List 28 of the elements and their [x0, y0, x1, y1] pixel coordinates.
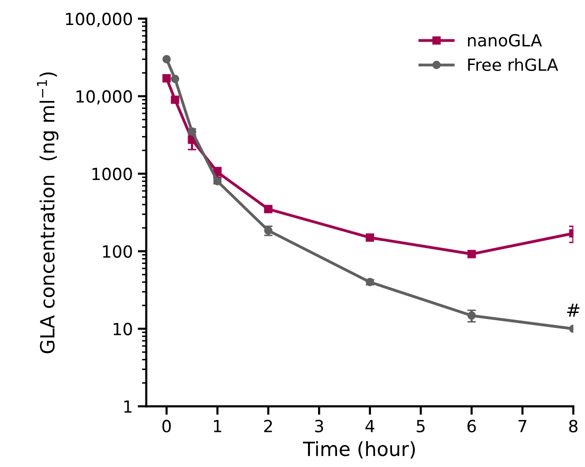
- legend-label: nanoGLA: [468, 34, 542, 47]
- annotation: #: [567, 304, 580, 317]
- x-tick-label: 1: [214, 420, 222, 432]
- y-tick-label: 1000: [92, 168, 132, 180]
- x-tick-label: 6: [467, 420, 476, 432]
- point: [170, 96, 180, 104]
- point: [467, 250, 476, 258]
- y-tick-label: 10: [114, 322, 132, 336]
- x-axis-title: Time (hour): [302, 441, 415, 459]
- point: [162, 55, 171, 64]
- x-tick-label: 5: [416, 420, 425, 432]
- x-tick-label: 2: [264, 420, 272, 432]
- point: [264, 204, 272, 214]
- x-tick-label: 7: [518, 420, 526, 432]
- x-tick-label: 4: [365, 420, 374, 432]
- y-tick-label: 1: [124, 400, 132, 413]
- point: [162, 74, 171, 83]
- x-tick-label: 0: [162, 420, 171, 432]
- point: [170, 74, 180, 84]
- legend-label: Free rhGLA: [468, 58, 558, 72]
- point: [467, 311, 476, 320]
- point: [366, 233, 374, 242]
- x-tick-label: 8: [569, 420, 578, 432]
- y-axis-title: GLA concentration (ng ml$^{−1}$): [36, 72, 58, 354]
- y-tick-label: 100,000: [66, 12, 132, 27]
- y-tick-label: 10,000: [76, 90, 132, 104]
- y-tick-label: 100: [103, 245, 132, 258]
- x-tick-label: 3: [315, 420, 324, 432]
